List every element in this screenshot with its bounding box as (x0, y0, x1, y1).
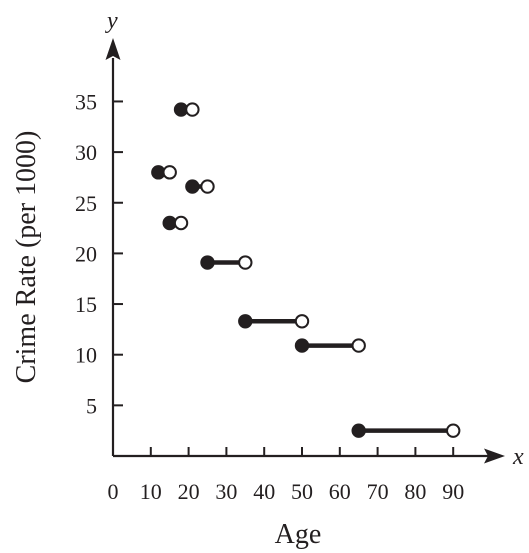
x-tick-label: 30 (215, 479, 237, 504)
x-tick-label: 90 (442, 479, 464, 504)
x-tick-label: 40 (253, 479, 275, 504)
open-endpoint (294, 314, 310, 329)
closed-endpoint (351, 423, 366, 438)
closed-endpoint (185, 179, 200, 194)
y-tick-label: 25 (75, 191, 97, 216)
open-endpoint (162, 165, 177, 180)
x-tick-label: 10 (140, 479, 162, 504)
open-endpoint (351, 338, 366, 353)
open-endpoint (238, 255, 253, 270)
x-ticks: 0 10 20 30 40 50 60 70 80 90 (108, 447, 464, 504)
y-axis-variable: y (105, 8, 118, 34)
y-tick-label: 30 (75, 140, 97, 165)
y-tick-label: 35 (75, 89, 97, 114)
y-tick-label: 20 (75, 241, 97, 266)
open-endpoint (200, 179, 215, 194)
axes (105, 38, 505, 464)
x-tick-label: 0 (108, 479, 119, 504)
x-axis-arrowhead (484, 448, 505, 464)
open-endpoint (446, 423, 461, 438)
x-axis-label: Age (275, 519, 322, 550)
y-tick-label: 5 (86, 393, 97, 418)
x-axis-variable: x (512, 444, 524, 470)
closed-endpoint (200, 255, 215, 270)
y-axis-label: Crime Rate (per 1000) (11, 131, 42, 384)
x-tick-label: 60 (329, 479, 351, 504)
x-tick-label: 80 (404, 479, 426, 504)
step-segments (151, 102, 461, 438)
y-ticks: 5 10 15 20 25 30 35 (75, 89, 123, 418)
closed-endpoint (294, 338, 310, 353)
y-tick-label: 10 (75, 343, 97, 368)
y-axis-arrowhead (105, 38, 121, 60)
x-tick-label: 70 (367, 479, 389, 504)
open-endpoint (185, 102, 200, 117)
x-tick-label: 20 (178, 479, 200, 504)
open-endpoint (173, 215, 189, 231)
y-tick-label: 15 (75, 292, 97, 317)
x-tick-label: 50 (291, 479, 313, 504)
closed-endpoint (238, 314, 253, 329)
